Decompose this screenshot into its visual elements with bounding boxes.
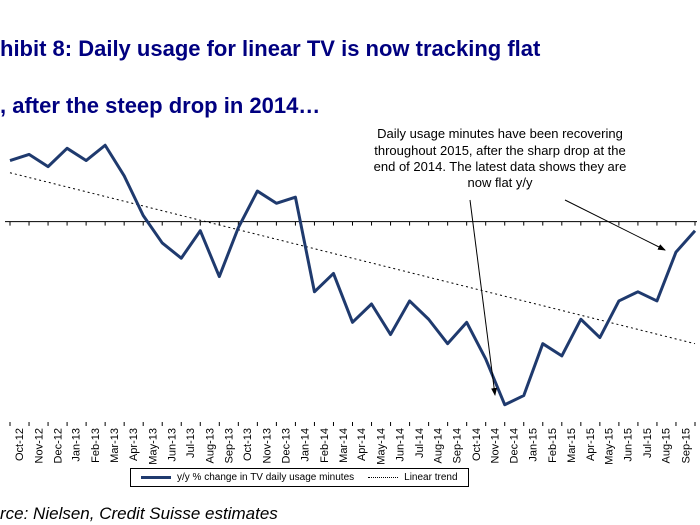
x-tick-label: Jul-15 [642,428,654,458]
x-tick-label: Aug-15 [661,428,673,463]
x-tick-label: Jan-14 [299,428,311,462]
x-tick-label: May-15 [604,428,616,465]
x-tick-label: Mar-13 [109,428,121,463]
legend-series-swatch [141,476,171,479]
x-tick-label: Jun-13 [166,428,178,462]
legend-trend: Linear trend [368,472,457,483]
legend-trend-label: Linear trend [404,472,457,483]
chart-annotation: Daily usage minutes have been recovering… [370,126,630,191]
x-tick-label: May-13 [147,428,159,465]
source-text: rce: Nielsen, Credit Suisse estimates [0,504,278,523]
legend-series-label: y/y % change in TV daily usage minutes [177,472,354,483]
annotation-text: Daily usage minutes have been recovering… [374,126,627,190]
x-tick-label: Nov-12 [33,428,45,463]
x-tick-label: Oct-13 [242,428,254,461]
x-tick-label: Dec-14 [509,428,521,463]
title-line-2: , after the steep drop in 2014… [0,93,320,118]
chart-title: hibit 8: Daily usage for linear TV is no… [0,0,700,120]
x-tick-label: Apr-15 [585,428,597,461]
x-tick-label: Nov-14 [490,428,502,463]
x-tick-label: Dec-13 [280,428,292,463]
x-tick-label: May-14 [376,428,388,465]
x-tick-label: Feb-15 [547,428,559,463]
legend-trend-swatch [368,477,398,478]
x-tick-label: Sep-15 [680,428,692,463]
x-tick-label: Feb-13 [90,428,102,463]
x-tick-label: Sep-13 [223,428,235,463]
x-tick-label: Apr-13 [128,428,140,461]
x-tick-label: Nov-13 [261,428,273,463]
x-tick-label: Jan-13 [71,428,83,462]
x-tick-label: Jan-15 [528,428,540,462]
x-tick-label: Oct-12 [14,428,26,461]
legend-series: y/y % change in TV daily usage minutes [141,472,354,483]
chart-area: Daily usage minutes have been recovering… [0,120,700,500]
x-tick-label: Jul-13 [185,428,197,458]
x-tick-label: Dec-12 [52,428,64,463]
x-tick-label: Jun-15 [623,428,635,462]
x-tick-label: Oct-14 [471,428,483,461]
x-tick-label: Mar-14 [337,428,349,463]
x-tick-label: Aug-14 [433,428,445,463]
x-tick-label: Aug-13 [204,428,216,463]
x-tick-label: Mar-15 [566,428,578,463]
x-tick-label: Apr-14 [357,428,369,461]
x-tick-label: Feb-14 [318,428,330,463]
x-tick-label: Jun-14 [395,428,407,462]
x-tick-label: Jul-14 [414,428,426,458]
x-tick-label: Sep-14 [452,428,464,463]
chart-legend: y/y % change in TV daily usage minutes L… [130,468,469,487]
title-line-1: hibit 8: Daily usage for linear TV is no… [0,36,540,61]
